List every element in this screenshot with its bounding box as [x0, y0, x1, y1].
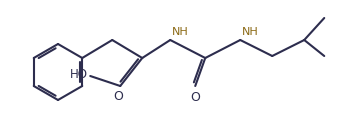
Text: HO: HO — [70, 67, 88, 81]
Text: NH: NH — [242, 27, 259, 37]
Text: NH: NH — [172, 27, 189, 37]
Text: O: O — [190, 91, 200, 104]
Text: O: O — [113, 90, 123, 103]
